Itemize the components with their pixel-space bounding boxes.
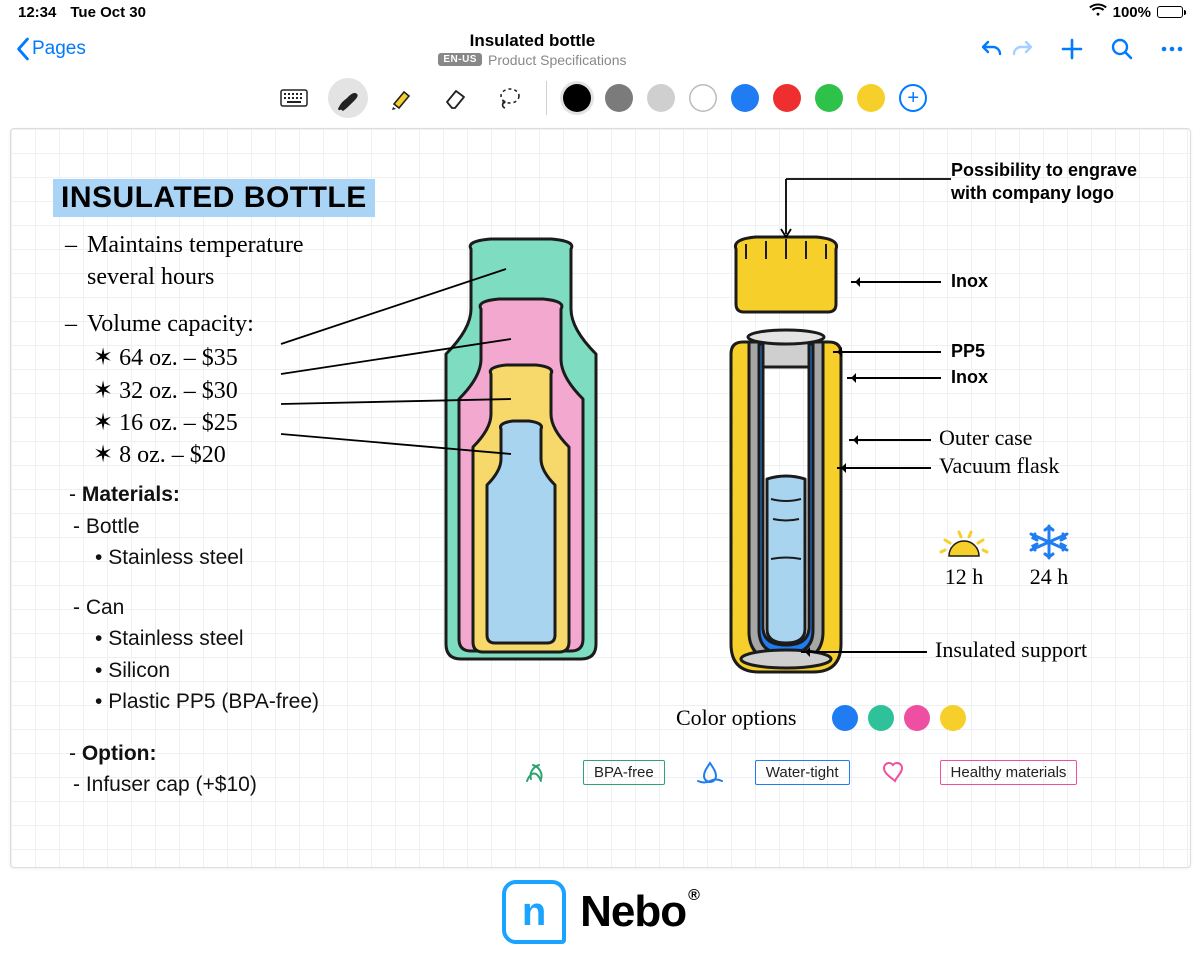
badge-icon <box>521 759 555 785</box>
list-item: Infuser cap (+$10) <box>91 769 319 801</box>
badge-icon <box>878 759 912 785</box>
leader-support <box>801 651 927 653</box>
color-swatch-4[interactable] <box>731 84 759 112</box>
back-label: Pages <box>32 38 86 60</box>
tool-lasso[interactable] <box>490 78 530 118</box>
list-item: Silicon <box>113 655 319 687</box>
list-item: Plastic PP5 (BPA-free) <box>113 686 319 718</box>
tool-pen[interactable] <box>328 78 368 118</box>
lang-badge: EN-US <box>438 53 482 66</box>
sun-icon <box>941 530 987 560</box>
option-swatch <box>904 705 930 731</box>
undo-button[interactable] <box>979 36 1005 62</box>
cold-label: 24 h <box>1030 564 1069 590</box>
price-row: ✶ 8 oz. – $20 <box>93 439 304 471</box>
page-title: INSULATED BOTTLE <box>53 179 375 217</box>
status-bar: 12:34 Tue Oct 30 100% <box>0 0 1201 24</box>
color-options-label: Color options <box>676 705 796 731</box>
doc-subtitle: Product Specifications <box>488 52 627 68</box>
list-item: Stainless steel <box>113 623 319 655</box>
badge: Water-tight <box>755 760 850 785</box>
anno-engrave: Possibility to engrave with company logo <box>951 159 1171 206</box>
color-swatch-2[interactable] <box>647 84 675 112</box>
badges-row: BPA-free Water-tight Healthy materials <box>521 759 1077 785</box>
bottle-sizes-diagram <box>411 229 631 679</box>
chevron-left-icon <box>16 38 30 60</box>
typed-notes: - Materials: Bottle Stainless steel Can … <box>69 479 319 801</box>
battery-icon <box>1157 6 1183 18</box>
option-swatch <box>832 705 858 731</box>
back-button[interactable]: Pages <box>16 38 86 60</box>
redo-button[interactable] <box>1009 36 1035 62</box>
color-swatch-0[interactable] <box>563 84 591 112</box>
tool-eraser[interactable] <box>436 78 476 118</box>
color-swatch-7[interactable] <box>857 84 885 112</box>
tool-highlighter[interactable] <box>382 78 422 118</box>
anno-pp5: PP5 <box>951 341 985 362</box>
canvas[interactable]: INSULATED BOTTLE –Maintains temperatures… <box>10 128 1191 868</box>
snowflake-icon <box>1027 524 1071 560</box>
color-swatch-3[interactable] <box>689 84 717 112</box>
bottle-cutaway-diagram <box>691 219 881 689</box>
leader-vacuum <box>837 467 931 469</box>
option-swatch <box>868 705 894 731</box>
brand-logo: n Nebo® <box>0 880 1201 944</box>
anno-outer: Outer case <box>939 425 1032 451</box>
color-swatch-1[interactable] <box>605 84 633 112</box>
price-row: ✶ 16 oz. – $25 <box>93 407 304 439</box>
hot-label: 12 h <box>945 564 984 590</box>
badge: Healthy materials <box>940 760 1078 785</box>
tool-keyboard[interactable] <box>274 78 314 118</box>
toolbar-separator <box>546 81 548 115</box>
battery-pct: 100% <box>1113 4 1151 21</box>
leader-outer <box>849 439 931 441</box>
handwritten-notes: –Maintains temperatureseveral hours –Vol… <box>65 229 304 472</box>
temperature-spec: 12 h 24 h <box>941 524 1071 590</box>
status-time: 12:34 <box>18 4 56 21</box>
color-swatch-5[interactable] <box>773 84 801 112</box>
option-swatch <box>940 705 966 731</box>
anno-inox2: Inox <box>951 367 988 388</box>
logo-icon: n <box>502 880 566 944</box>
anno-support: Insulated support <box>935 637 1087 663</box>
leader-inox1 <box>851 281 941 283</box>
add-color-button[interactable]: + <box>899 84 927 112</box>
color-options: Color options <box>676 705 966 731</box>
logo-text: Nebo <box>580 887 686 936</box>
search-button[interactable] <box>1109 36 1135 62</box>
price-row: ✶ 64 oz. – $35 <box>93 342 304 374</box>
color-swatch-6[interactable] <box>815 84 843 112</box>
nav-bar: Pages Insulated bottle EN-US Product Spe… <box>0 24 1201 74</box>
anno-inox1: Inox <box>951 271 988 292</box>
add-button[interactable] <box>1059 36 1085 62</box>
list-item: Stainless steel <box>113 542 319 574</box>
anno-vacuum: Vacuum flask <box>939 453 1059 479</box>
color-palette: + <box>563 84 927 112</box>
badge: BPA-free <box>583 760 665 785</box>
price-row: ✶ 32 oz. – $30 <box>93 375 304 407</box>
badge-icon <box>693 759 727 785</box>
wifi-icon <box>1089 3 1107 21</box>
more-button[interactable] <box>1159 36 1185 62</box>
toolbar: + <box>0 74 1201 122</box>
leader-pp5 <box>833 351 941 353</box>
doc-title: Insulated bottle <box>438 31 626 51</box>
status-date: Tue Oct 30 <box>70 4 146 21</box>
leader-inox2 <box>847 377 941 379</box>
